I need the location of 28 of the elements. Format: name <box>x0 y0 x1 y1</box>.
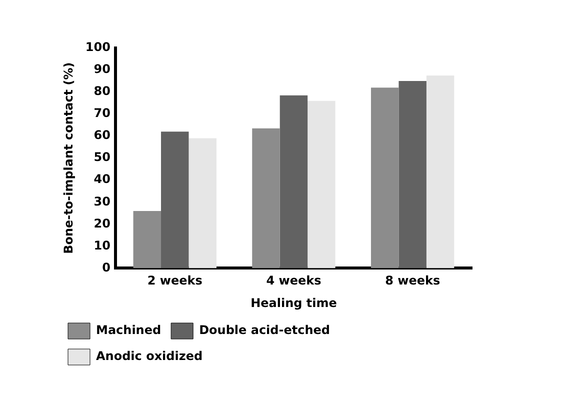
y-tick-label: 100 <box>85 40 110 54</box>
y-tick-label: 20 <box>94 216 110 230</box>
y-tick-label: 90 <box>94 62 110 76</box>
y-tick-label: 50 <box>94 150 110 164</box>
legend-label: Double acid-etched <box>199 323 330 338</box>
y-tick-label: 80 <box>94 84 110 98</box>
x-axis-title: Healing time <box>250 296 337 310</box>
bar <box>370 88 399 268</box>
bar <box>161 132 189 268</box>
bar <box>398 81 426 268</box>
x-tick-label: 8 weeks <box>385 274 440 288</box>
bar <box>280 95 308 268</box>
x-tick-label: 4 weeks <box>266 274 322 288</box>
y-tick-label: 70 <box>94 106 110 120</box>
bar <box>188 138 216 268</box>
legend-label: Machined <box>96 323 162 338</box>
y-tick-label: 10 <box>94 238 110 252</box>
y-axis-title: Bone-to-implant contact (%) <box>61 62 76 254</box>
y-tick-label: 30 <box>94 194 110 208</box>
bar <box>308 100 336 268</box>
legend-label: Anodic oxidized <box>96 349 203 364</box>
y-tick-label: 40 <box>94 172 110 186</box>
y-tick-label: 60 <box>94 128 110 142</box>
bar <box>133 210 162 268</box>
bar <box>252 128 280 268</box>
y-tick-label: 0 <box>102 260 110 274</box>
x-tick-label: 2 weeks <box>147 274 202 288</box>
bar <box>426 76 454 268</box>
